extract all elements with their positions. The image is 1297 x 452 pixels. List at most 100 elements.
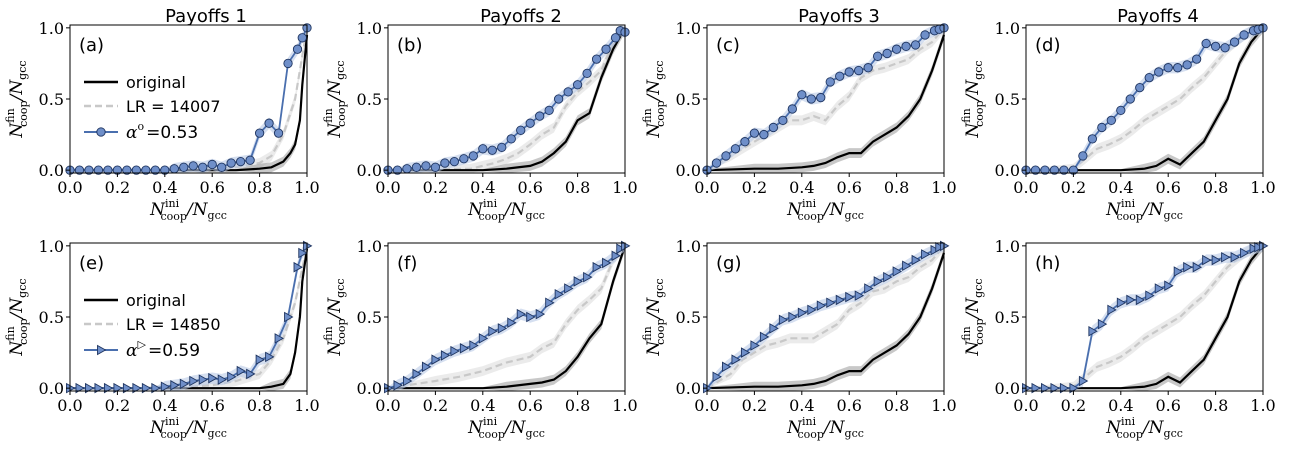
data-point — [459, 343, 470, 354]
series-line-original — [388, 245, 627, 390]
data-point — [94, 382, 104, 394]
y-tick-label: 0.5 — [357, 308, 382, 327]
data-point — [882, 48, 892, 59]
y-axis-label: Nfincoop/Ngcc — [4, 278, 30, 356]
data-point — [84, 165, 94, 175]
data-point — [835, 71, 845, 81]
data-point — [1144, 73, 1154, 83]
y-tick-label: 0.5 — [676, 90, 701, 109]
data-point — [235, 156, 246, 167]
data-point — [616, 243, 626, 254]
y-tick-label: 0.0 — [995, 379, 1020, 398]
data-point — [488, 325, 498, 337]
data-point — [1107, 304, 1117, 316]
data-point — [478, 144, 488, 154]
x-tick-label: 0.8 — [1203, 178, 1228, 197]
data-point — [797, 307, 808, 319]
data-point — [602, 257, 612, 269]
data-point — [749, 128, 760, 138]
x-tick-label: 0.8 — [247, 396, 272, 415]
data-point — [1164, 280, 1174, 291]
panel-label: (b) — [397, 35, 422, 56]
data-point — [1201, 38, 1211, 49]
data-point — [1221, 251, 1231, 263]
data-point — [730, 144, 741, 154]
data-point — [554, 288, 565, 300]
data-point — [901, 41, 911, 51]
data-point — [198, 162, 208, 172]
panel-label: (a) — [79, 35, 104, 56]
x-tick-label: 0.4 — [1108, 178, 1133, 197]
panel-g: 0.0 0.2 0.4 0.6 0.8 1.0 0.0 0.5 1.0 (g) Nini coop/N… — [641, 237, 957, 441]
x-tick-label: 0.0 — [694, 396, 719, 415]
svg-text:Nfincoop/Ngcc: Nfincoop/Ngcc — [4, 278, 30, 356]
y-tick-label: 0.0 — [39, 379, 64, 398]
data-point — [1050, 382, 1060, 394]
x-tick-label: 0.0 — [1013, 396, 1038, 415]
data-point — [544, 105, 554, 116]
data-point — [778, 314, 789, 326]
confidence-band-LR — [388, 25, 625, 173]
data-point — [835, 294, 846, 306]
panel-label: (e) — [79, 253, 104, 274]
data-point — [563, 87, 573, 97]
x-tick-label: 0.0 — [694, 178, 719, 197]
data-point — [721, 151, 731, 161]
data-point — [227, 371, 237, 383]
x-tick-label: 1.0 — [931, 396, 956, 415]
data-point — [1173, 63, 1183, 73]
x-tick-label: 0.4 — [152, 178, 177, 197]
y-tick-label: 1.0 — [676, 237, 701, 256]
x-tick-label: 1.0 — [294, 178, 319, 197]
y-axis-label: Nfincoop/Ngcc — [4, 60, 30, 138]
data-point — [122, 165, 132, 175]
x-tick-label: 0.8 — [884, 396, 909, 415]
legend-label-original: original — [126, 291, 186, 310]
series-line-lr — [1025, 244, 1264, 390]
data-point — [297, 33, 307, 43]
data-point — [921, 249, 931, 260]
data-point — [816, 92, 826, 103]
x-tick-label: 0.4 — [470, 396, 495, 415]
data-point — [883, 271, 893, 283]
data-point — [449, 156, 460, 167]
y-axis-label: Nfincoop/Ngcc — [960, 60, 986, 138]
data-point — [236, 365, 247, 377]
data-point — [265, 351, 275, 363]
data-point — [1097, 122, 1107, 133]
y-axis-label: Nfincoop/Ngcc — [322, 60, 348, 138]
data-point — [1106, 115, 1116, 125]
data-point — [122, 382, 133, 394]
data-point — [1249, 243, 1259, 254]
series-line-original — [70, 248, 309, 390]
data-point — [97, 344, 107, 356]
series-line-original — [706, 252, 946, 390]
data-point — [1078, 151, 1088, 161]
panel-label: (g) — [716, 253, 741, 274]
panel-label: (c) — [716, 35, 740, 56]
y-tick-label: 1.0 — [39, 19, 64, 38]
data-point — [1040, 165, 1050, 175]
x-tick-label: 0.0 — [57, 396, 82, 415]
y-axis-label: Nfincoop/Ngcc — [322, 278, 348, 356]
data-point — [392, 165, 403, 175]
data-point — [535, 308, 546, 320]
data-point — [75, 382, 85, 394]
data-point — [151, 382, 161, 394]
svg-text:Nfincoop/Ngcc: Nfincoop/Ngcc — [641, 60, 667, 138]
x-tick-label: 0.2 — [423, 178, 448, 197]
y-tick-label: 1.0 — [357, 237, 382, 256]
y-axis-label: Nfincoop/Ngcc — [641, 278, 667, 356]
data-point — [572, 80, 583, 90]
legend-label-alpha: α▷ =0.59 — [126, 338, 200, 361]
column-title-1: Payoffs 1 — [165, 6, 247, 27]
x-tick-label: 0.6 — [836, 178, 861, 197]
panel-label: (d) — [1035, 35, 1060, 56]
data-point — [293, 261, 303, 273]
data-point — [507, 317, 517, 328]
data-point — [750, 340, 760, 351]
panel-b: 0.0 0.2 0.4 0.6 0.8 1.0 0.0 0.5 1.0 (b) Nini coop/N… — [322, 19, 638, 223]
x-tick-label: 0.6 — [199, 178, 224, 197]
